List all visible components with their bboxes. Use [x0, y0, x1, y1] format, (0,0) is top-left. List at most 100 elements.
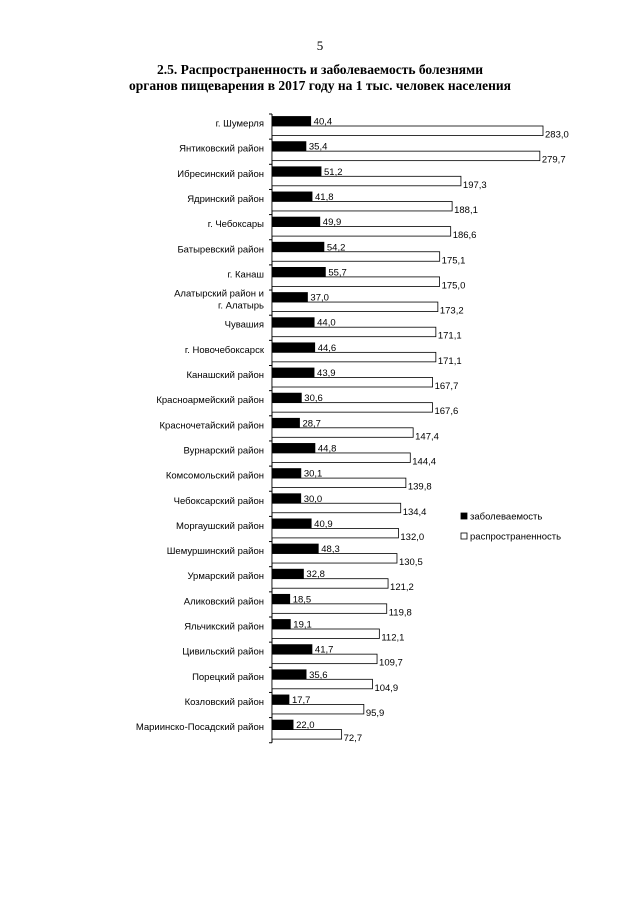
data-label-incidence: 54,2: [327, 242, 346, 253]
data-label-incidence: 32,8: [306, 569, 325, 580]
data-label-prevalence: 279,7: [542, 155, 566, 166]
data-label-incidence: 40,4: [314, 117, 333, 128]
data-label-prevalence: 167,6: [434, 406, 458, 417]
data-label-incidence: 44,8: [318, 443, 337, 454]
bar-incidence: [271, 619, 291, 630]
data-label-incidence: 18,5: [293, 594, 312, 605]
bar-incidence: [271, 644, 313, 655]
data-label-incidence: 49,9: [323, 217, 342, 228]
data-label-incidence: 22,0: [296, 720, 315, 731]
data-label-incidence: 43,9: [317, 368, 336, 379]
bar-incidence: [271, 694, 290, 705]
data-label-prevalence: 188,1: [454, 205, 478, 216]
bar-prevalence: [271, 528, 399, 539]
category-label: Урмарский район: [187, 571, 264, 582]
category-label: Красноармейский район: [156, 395, 264, 406]
category-label: Канашский район: [186, 370, 264, 381]
category-label: Чувашия: [225, 320, 264, 331]
data-label-incidence: 37,0: [310, 293, 329, 304]
category-label: Янтиковский район: [179, 144, 264, 155]
bar-incidence: [271, 317, 315, 328]
legend-swatch-prevalence: [460, 532, 468, 540]
category-label: Ибресинский район: [177, 169, 264, 180]
data-label-incidence: 51,2: [324, 167, 343, 178]
bar-prevalence: [271, 150, 541, 162]
data-label-prevalence: 104,9: [374, 683, 398, 694]
bar-incidence: [271, 216, 321, 228]
bar-incidence: [271, 116, 312, 127]
bar-incidence: [271, 417, 300, 429]
bar-prevalence: [271, 276, 440, 287]
data-label-incidence: 30,6: [304, 393, 323, 404]
data-label-prevalence: 112,1: [381, 633, 404, 644]
legend-label-incidence: заболеваемость: [470, 512, 542, 523]
bar-prevalence: [271, 402, 433, 413]
data-label-incidence: 30,0: [304, 494, 323, 505]
bar-incidence: [271, 543, 319, 554]
category-label: г. Чебоксары: [208, 219, 264, 230]
bar-prevalence: [271, 301, 439, 312]
data-label-prevalence: 171,1: [438, 331, 462, 342]
category-label: Шемуршинский район: [167, 546, 264, 557]
legend-swatch-incidence: [460, 512, 468, 520]
chart-title-line-2: органов пищеварения в 2017 году на 1 тыс…: [129, 78, 511, 93]
bar-incidence: [271, 241, 325, 253]
data-label-incidence: 19,1: [293, 620, 312, 631]
data-label-prevalence: 175,1: [442, 255, 466, 266]
category-label: г. Канаш: [227, 269, 264, 280]
bar-prevalence: [271, 653, 378, 665]
category-label: Комсомольский район: [166, 471, 264, 482]
bar-prevalence: [271, 477, 407, 489]
bar-incidence: [271, 518, 312, 529]
bar-prevalence: [271, 351, 437, 363]
data-label-prevalence: 144,4: [412, 456, 436, 467]
bar-prevalence: [271, 427, 414, 438]
bar-prevalence: [271, 226, 452, 237]
bar-prevalence: [271, 678, 373, 690]
data-label-incidence: 30,1: [304, 469, 323, 480]
bar-prevalence: [271, 377, 433, 388]
bar-prevalence: [271, 201, 453, 212]
data-label-prevalence: 72,7: [344, 733, 363, 744]
legend-label-prevalence: распространенность: [470, 532, 561, 543]
category-label: Козловский район: [185, 697, 264, 708]
bar-prevalence: [271, 704, 365, 715]
category-label: г. Алатырь: [218, 301, 264, 312]
data-label-prevalence: 134,4: [403, 507, 427, 518]
data-label-incidence: 41,8: [315, 192, 334, 203]
bar-incidence: [271, 593, 291, 605]
bar-prevalence: [271, 452, 411, 463]
bar-prevalence: [271, 175, 462, 187]
data-label-incidence: 41,7: [315, 645, 334, 656]
bar-prevalence: [271, 628, 380, 639]
category-label: Аликовский район: [184, 596, 264, 607]
category-label: Чебоксарский район: [174, 496, 264, 507]
bar-incidence: [271, 342, 316, 353]
data-label-prevalence: 283,0: [545, 130, 569, 141]
bar-prevalence: [271, 553, 398, 564]
bar-incidence: [271, 719, 294, 730]
data-label-incidence: 17,7: [292, 695, 311, 706]
bar-prevalence: [271, 502, 402, 514]
category-label: Красночетайский район: [160, 420, 265, 431]
data-label-incidence: 35,4: [309, 142, 328, 153]
data-label-incidence: 35,6: [309, 670, 328, 681]
data-label-prevalence: 175,0: [442, 280, 466, 291]
bar-incidence: [271, 568, 304, 580]
data-label-prevalence: 186,6: [453, 230, 477, 241]
bar-incidence: [271, 493, 302, 504]
bar-incidence: [271, 141, 307, 152]
category-label: Моргаушский район: [176, 521, 264, 532]
data-label-incidence: 44,6: [318, 343, 337, 354]
data-label-incidence: 44,0: [317, 318, 336, 329]
data-label-prevalence: 121,2: [390, 582, 414, 593]
page-number: 5: [316, 38, 324, 53]
category-label: Вурнарский район: [183, 445, 264, 456]
category-label: Батыревский район: [177, 244, 264, 255]
data-label-prevalence: 173,2: [440, 306, 464, 317]
chart-title: 2.5. Распространенность и заболеваемость…: [0, 62, 640, 94]
data-label-incidence: 40,9: [314, 519, 333, 530]
bar-prevalence: [271, 125, 544, 136]
category-label: Мариинско-Посадский район: [136, 722, 264, 733]
bar-incidence: [271, 443, 316, 454]
